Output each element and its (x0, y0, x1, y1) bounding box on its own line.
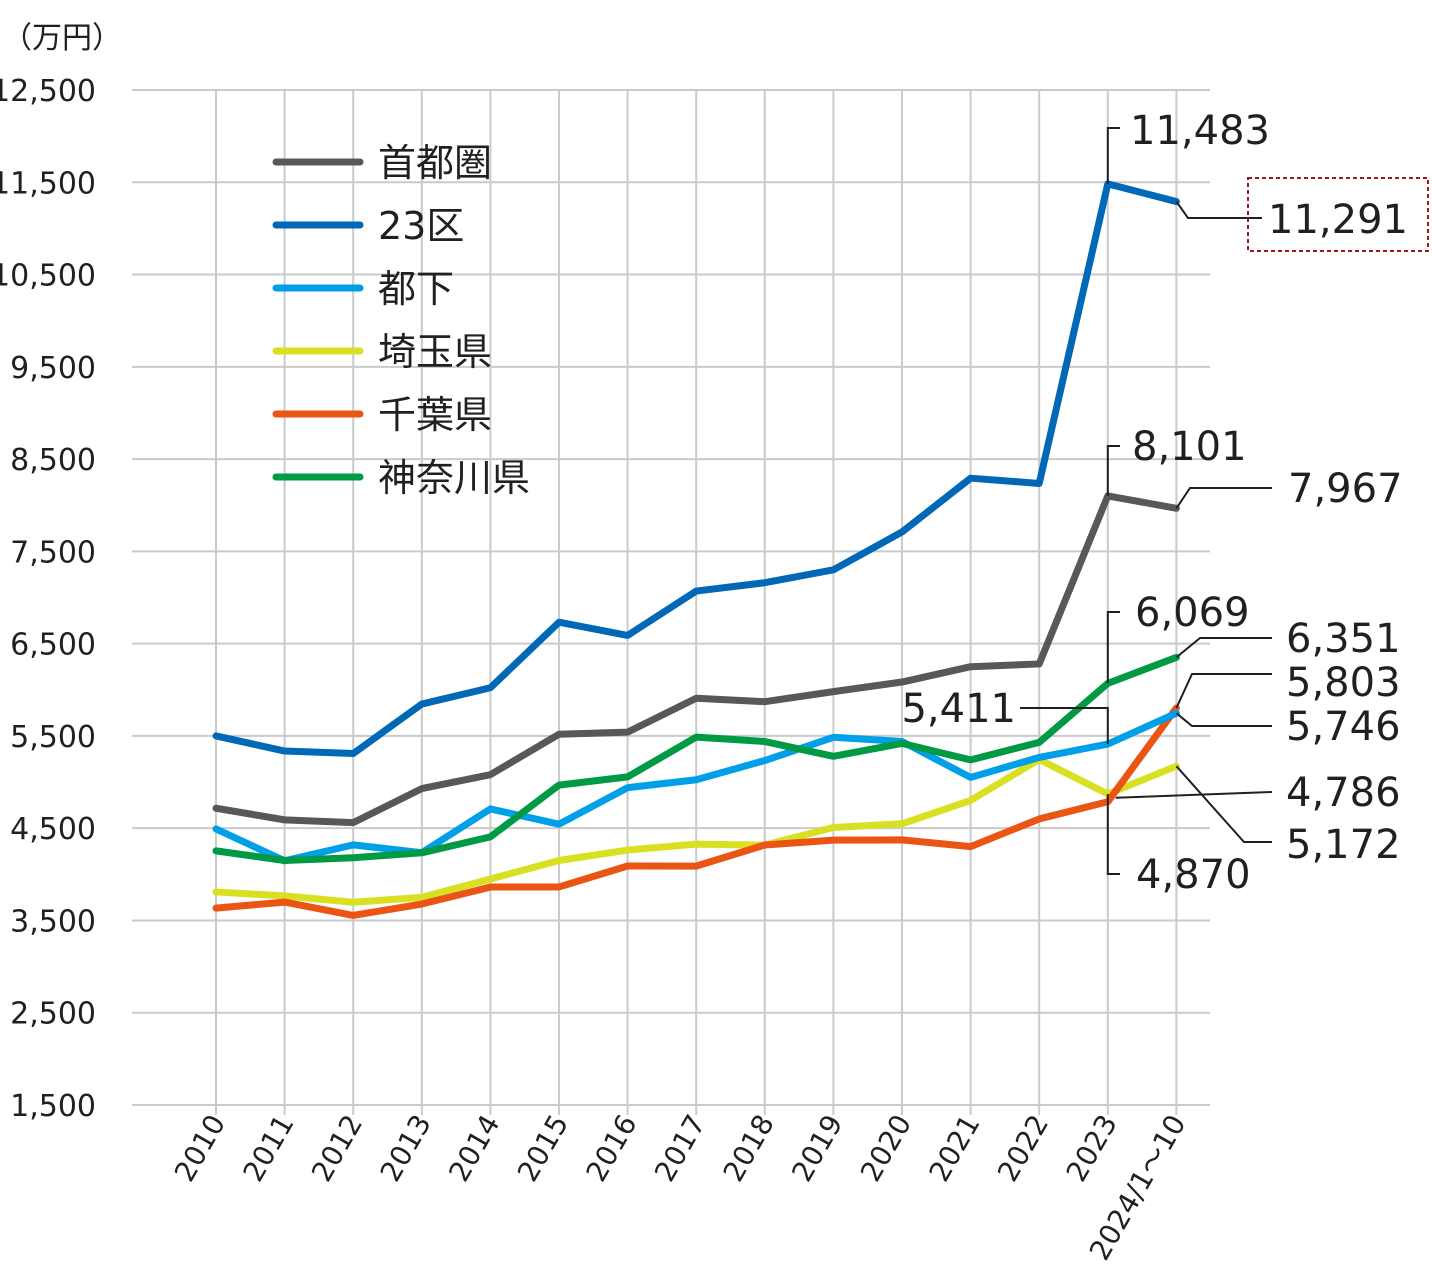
callout-leader (1020, 707, 1109, 745)
series-line (212, 492, 1180, 827)
y-tick-label: 3,500 (10, 904, 96, 939)
x-tick-label: 2023 (1060, 1109, 1124, 1187)
callout-leader (1175, 487, 1272, 509)
callout-label: 6,351 (1286, 616, 1401, 662)
x-tick-label: 2016 (579, 1109, 643, 1187)
series-line (212, 180, 1180, 758)
callout-label: 11,483 (1130, 108, 1270, 154)
y-tick-label: 7,500 (10, 535, 96, 570)
callout-leader (1175, 765, 1272, 843)
legend-label: 都下 (378, 267, 454, 311)
y-axis-ticks: 12,500 11,500 10,500 9,500 8,500 7,500 6,500 5,… (0, 74, 96, 1124)
y-tick-label: 9,500 (10, 351, 96, 386)
callout-label: 5,172 (1286, 822, 1401, 868)
x-tick-label: 2012 (305, 1109, 369, 1187)
callout-leader (1106, 127, 1120, 184)
y-tick-label: 8,500 (10, 443, 96, 478)
legend-label: 首都圏 (378, 141, 492, 185)
x-tick-label: 2011 (236, 1109, 300, 1187)
legend-label: 23区 (378, 204, 464, 248)
y-tick-label: 1,500 (10, 1089, 96, 1124)
callouts: 11,483 11,291 8,101 7,967 6,069 6,3515,8035,7… (901, 108, 1429, 898)
x-tick-label: 2018 (717, 1109, 781, 1187)
series-line (212, 755, 1180, 906)
y-tick-label: 12,500 (0, 74, 96, 109)
callout-leader (1175, 637, 1272, 659)
grid-lines (132, 89, 1210, 1115)
callout-leader (1175, 200, 1262, 219)
callout-leader (1115, 791, 1273, 799)
callout-label: 5,803 (1286, 660, 1401, 706)
y-tick-label: 5,500 (10, 720, 96, 755)
y-tick-label: 6,500 (10, 628, 96, 663)
highlight-box (1247, 177, 1429, 252)
y-tick-label: 2,500 (10, 997, 96, 1032)
series-line (212, 709, 1180, 865)
callout-label: 7,967 (1288, 466, 1403, 512)
y-tick-label: 4,500 (10, 812, 96, 847)
x-tick-label: 2013 (374, 1109, 438, 1187)
callout-leader (1175, 673, 1272, 709)
callout-label: 11,291 (1268, 197, 1408, 243)
x-tick-label: 2014 (442, 1109, 506, 1187)
callout-label: 8,101 (1132, 424, 1247, 470)
callout-leader (1106, 611, 1120, 684)
y-tick-label: 10,500 (0, 259, 96, 294)
series-lines (212, 180, 1180, 919)
callout-leader (1106, 794, 1120, 875)
y-unit-label: （万円） (2, 21, 122, 56)
legend-label: 神奈川県 (378, 456, 530, 500)
callout-label: 4,786 (1286, 770, 1401, 816)
x-tick-label: 2019 (785, 1109, 849, 1187)
callout-label: 5,746 (1286, 704, 1401, 750)
callout-label: 5,411 (901, 686, 1016, 732)
x-axis-ticks: 2010 2011 2012 2013 2014 2015 2016 2017 2018 2019… (168, 1109, 1193, 1266)
callout-label: 6,069 (1135, 590, 1250, 636)
x-tick-label: 2021 (922, 1109, 986, 1187)
callout-label: 4,870 (1136, 852, 1251, 898)
legend-label: 埼玉県 (378, 330, 492, 374)
y-tick-label: 11,500 (0, 166, 96, 201)
series-line (212, 653, 1180, 864)
x-tick-label: 2017 (648, 1109, 712, 1187)
x-tick-label: 2015 (511, 1109, 575, 1187)
legend-label: 千葉県 (378, 393, 492, 437)
series-line (212, 704, 1180, 919)
callout-leader (1106, 445, 1120, 496)
x-tick-label: 2020 (854, 1109, 918, 1187)
x-tick-label: 2010 (168, 1109, 232, 1187)
x-tick-label: 2022 (991, 1109, 1055, 1187)
callout-leader (1175, 712, 1272, 727)
